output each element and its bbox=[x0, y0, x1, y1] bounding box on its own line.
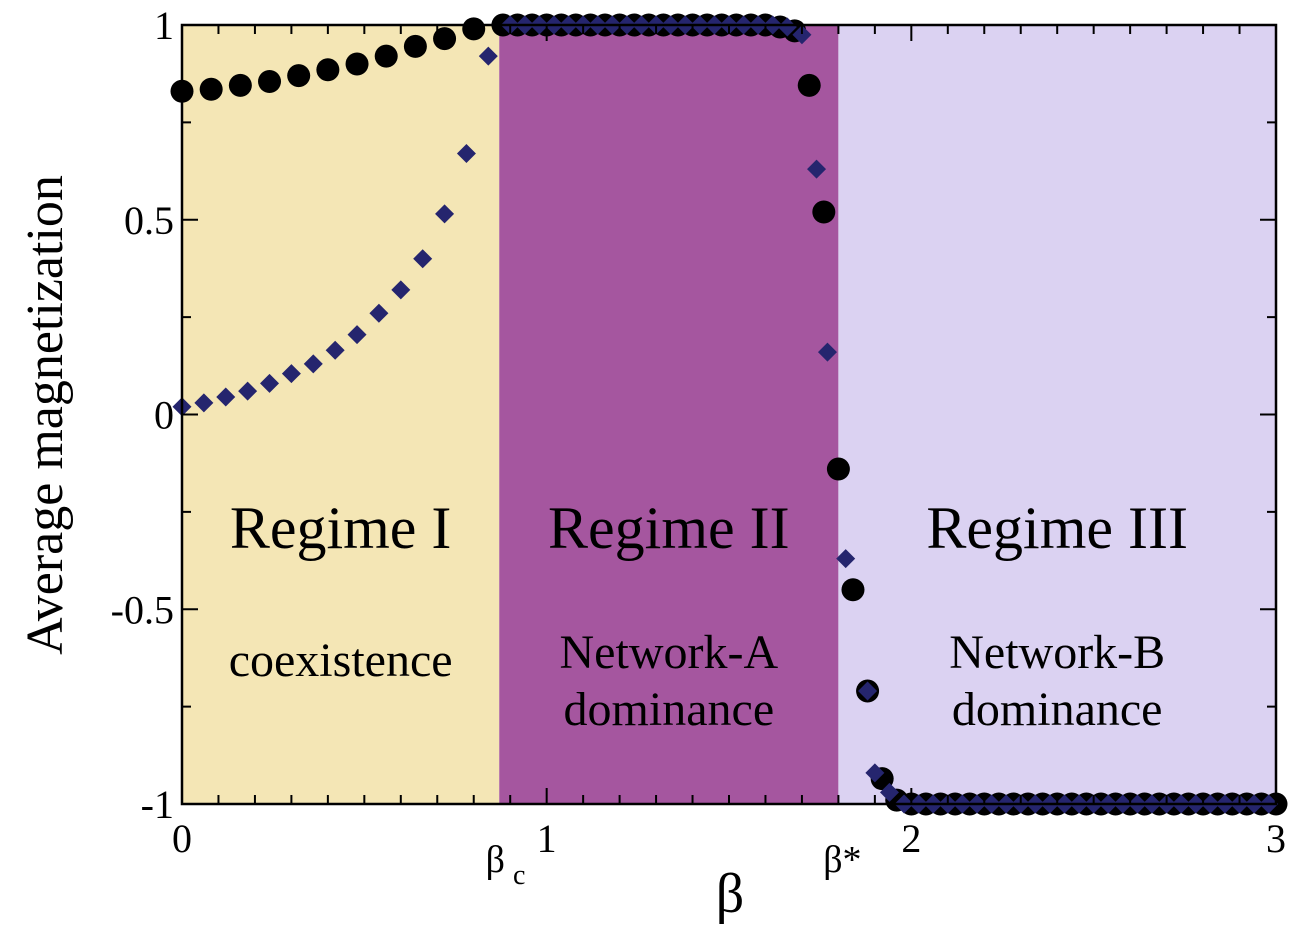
diamond-point bbox=[817, 342, 837, 362]
circle-point bbox=[345, 52, 369, 76]
diamond-point bbox=[281, 364, 301, 384]
diamond-point bbox=[478, 46, 498, 66]
diamond-point bbox=[807, 159, 827, 179]
y-tick-label: -0.5 bbox=[111, 587, 174, 632]
axis-tick-labels: 0 1 2 3 1 0.5 0 -0.5 -1 β c β* bbox=[111, 3, 1286, 891]
beta-c-subscript: c bbox=[513, 860, 525, 891]
circle-point bbox=[826, 457, 850, 481]
x-axis-title: β bbox=[716, 863, 745, 925]
regime-title-2: Regime II bbox=[548, 495, 790, 561]
diamond-point bbox=[456, 144, 476, 164]
circle-point bbox=[374, 44, 398, 68]
x-tick-label: 2 bbox=[901, 816, 921, 861]
circle-point bbox=[812, 200, 836, 224]
regime-region-1 bbox=[182, 25, 500, 804]
regime-title-3: Regime III bbox=[926, 495, 1188, 561]
x-tick-label: 3 bbox=[1266, 816, 1286, 861]
y-axis-title: Average magnetization bbox=[17, 175, 74, 655]
diamond-point bbox=[792, 25, 812, 45]
regime-description-3-1: Network-B bbox=[949, 626, 1165, 679]
regime-description-3-2: dominance bbox=[952, 683, 1163, 736]
regime-description-1-1: coexistence bbox=[229, 634, 453, 687]
regime-description-2-1: Network-A bbox=[560, 626, 779, 679]
regime-title-1: Regime I bbox=[230, 495, 452, 561]
diamond-point bbox=[325, 340, 345, 360]
regime-regions bbox=[182, 25, 1276, 804]
diamond-point bbox=[238, 381, 258, 401]
y-tick-label: 1 bbox=[154, 3, 174, 48]
circle-point bbox=[287, 64, 311, 88]
diamond-point bbox=[836, 549, 856, 569]
y-tick-label: 0 bbox=[154, 393, 174, 438]
circle-point bbox=[403, 34, 427, 58]
regime-region-3 bbox=[838, 25, 1276, 804]
circle-point bbox=[228, 73, 252, 97]
diamond-point bbox=[194, 393, 214, 413]
circle-point bbox=[797, 73, 821, 97]
circle-point bbox=[316, 58, 340, 82]
diamond-point bbox=[865, 763, 885, 783]
diamond-point bbox=[347, 325, 367, 345]
beta-star-tick-label: β* bbox=[823, 839, 861, 881]
circle-point bbox=[841, 578, 865, 602]
regime-description-2-2: dominance bbox=[564, 683, 775, 736]
x-tick-label: 1 bbox=[537, 816, 557, 861]
diamond-point bbox=[391, 280, 411, 300]
diamond-point bbox=[858, 681, 878, 701]
x-tick-label: 0 bbox=[172, 816, 192, 861]
diamond-point bbox=[303, 354, 323, 374]
axis-ticks bbox=[181, 24, 1277, 805]
circle-point bbox=[258, 69, 282, 93]
y-tick-label: -1 bbox=[141, 782, 174, 827]
circle-point bbox=[433, 27, 457, 51]
diamond-point bbox=[879, 782, 899, 802]
beta-c-tick-label: β bbox=[486, 839, 505, 881]
diamond-point bbox=[369, 303, 389, 323]
diamond-point bbox=[216, 387, 236, 407]
y-tick-label: 0.5 bbox=[124, 198, 174, 243]
diamond-point bbox=[435, 204, 455, 224]
diamond-point bbox=[777, 17, 797, 37]
regime-region-2 bbox=[499, 25, 839, 804]
diamond-point bbox=[260, 373, 280, 393]
circle-point bbox=[199, 77, 223, 101]
diamond-point bbox=[413, 249, 433, 269]
